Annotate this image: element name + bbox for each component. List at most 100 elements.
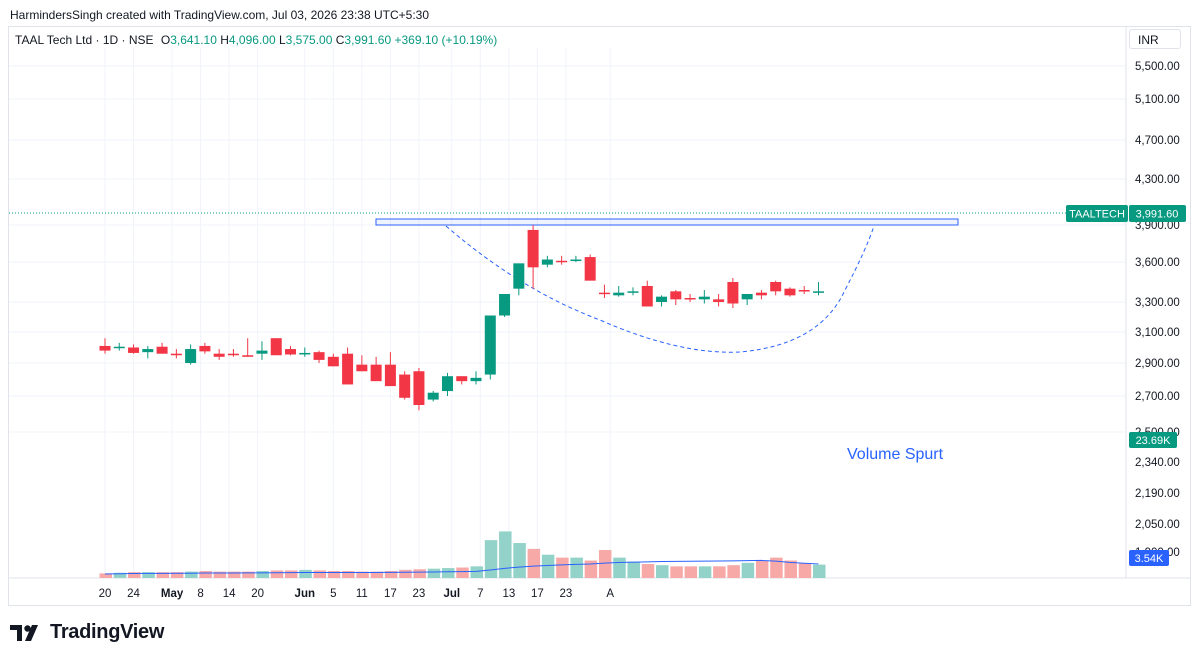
time-tick-label: 23 (413, 588, 426, 600)
volume-bar (156, 572, 170, 578)
volume-bar (670, 566, 683, 578)
volume-bar (227, 571, 241, 578)
low-value: 3,575.00 (285, 33, 333, 47)
candle-body (598, 292, 610, 295)
time-tick-label: 13 (502, 588, 515, 600)
candle-body (270, 338, 282, 356)
close-value: 3,991.60 (344, 33, 392, 47)
candle-body (170, 353, 182, 356)
candle-body (156, 346, 168, 354)
volume-tick-label: 2,050.00 (1135, 519, 1180, 531)
candle-body (513, 263, 525, 289)
volume-bar (784, 560, 797, 578)
chart-caption: HarmindersSingh created with TradingView… (10, 8, 430, 22)
volume-bar (527, 548, 541, 578)
time-tick-label: 7 (477, 588, 483, 600)
volume-bar (113, 572, 127, 578)
currency-selector[interactable]: INR (1129, 29, 1181, 49)
tradingview-brand: TradingView (50, 621, 165, 643)
volume-bar (755, 560, 769, 578)
candle-body (256, 350, 268, 354)
symbol-legend: TAAL Tech Ltd · 1D · NSE O3,641.10 H4,09… (15, 33, 497, 47)
volume-bar (356, 571, 369, 578)
volume-bar (570, 557, 583, 578)
volume-bar (242, 571, 255, 578)
volume-bar (484, 540, 498, 578)
candle-body (727, 282, 739, 304)
volume-bar (128, 572, 141, 578)
volume-bar (499, 531, 512, 578)
volume-bar (384, 571, 398, 578)
volume-bar (413, 569, 426, 578)
candle-body (213, 353, 225, 357)
volume-bar (713, 566, 726, 578)
volume-tick-label: 2,340.00 (1135, 457, 1180, 469)
price-tick-label: 3,100.00 (1135, 327, 1180, 339)
symbol-tag-text: TAALTECH (1069, 209, 1125, 221)
volume-tag-bg (1129, 432, 1177, 448)
time-tick-label: Jun (295, 588, 315, 600)
candle-body (713, 299, 725, 302)
volume-bar (213, 571, 227, 578)
candle-body (770, 282, 782, 292)
candle-body (441, 376, 453, 392)
volume-ma-tag-bg (1129, 550, 1169, 566)
candle-body (327, 356, 339, 367)
time-tick-label: 14 (223, 588, 236, 600)
time-tick-label: 20 (251, 588, 264, 600)
open-label: O (160, 33, 171, 47)
volume-bar (185, 571, 198, 578)
candle-body (285, 349, 297, 355)
candle-body (541, 259, 553, 265)
price-tick-label: 4,300.00 (1135, 174, 1180, 186)
change-value: +369.10 (+10.19%) (394, 33, 498, 47)
volume-bar (556, 557, 569, 578)
chart-frame[interactable] (8, 26, 1191, 606)
time-tick-label: 24 (127, 588, 140, 600)
candle-body (527, 229, 539, 268)
price-tick-label: 2,900.00 (1135, 358, 1180, 370)
candle-body (641, 286, 653, 307)
candle-body (113, 346, 125, 349)
volume-bar (470, 566, 484, 578)
candle-body (499, 294, 511, 316)
volume-bar (327, 571, 341, 578)
time-tick-label: 8 (197, 588, 203, 600)
candle-body (798, 290, 810, 292)
candle-body (570, 259, 582, 262)
candle-body (741, 294, 753, 300)
volume-tick-label: 2,190.00 (1135, 488, 1180, 500)
price-tick-label: 3,900.00 (1135, 220, 1180, 232)
volume-bar (441, 568, 455, 578)
time-tick-label: May (161, 588, 184, 600)
close-label: C (335, 33, 345, 47)
volume-bar (170, 572, 184, 578)
tradingview-logo-icon (10, 624, 38, 641)
volume-bar (270, 570, 284, 578)
volume-bar (613, 557, 626, 578)
low-label: L (278, 33, 286, 47)
volume-bar (256, 571, 269, 578)
candle-body (370, 364, 382, 382)
open-value: 3,641.10 (170, 33, 217, 47)
volume-bar (798, 563, 812, 578)
volume-bar (541, 554, 555, 578)
volume-bar (727, 565, 740, 578)
candle-body (299, 352, 311, 355)
volume-bar (698, 566, 712, 578)
time-tick-label: Jul (443, 588, 460, 600)
volume-bar (656, 565, 669, 578)
symbol-title: TAAL Tech Ltd · 1D · NSE (15, 33, 154, 47)
volume-bar (770, 557, 783, 578)
time-tick-label: 11 (356, 588, 368, 600)
candle-body (399, 374, 411, 398)
volume-ma-tag-text: 3.54K (1135, 553, 1164, 565)
candle-body (142, 349, 154, 353)
candle-body (185, 349, 197, 363)
volume-bar (313, 570, 327, 578)
candle-body (627, 291, 639, 293)
volume-bar (584, 560, 598, 578)
price-tick-label: 2,700.00 (1135, 391, 1180, 403)
volume-tag-text: 23.69K (1136, 435, 1172, 447)
